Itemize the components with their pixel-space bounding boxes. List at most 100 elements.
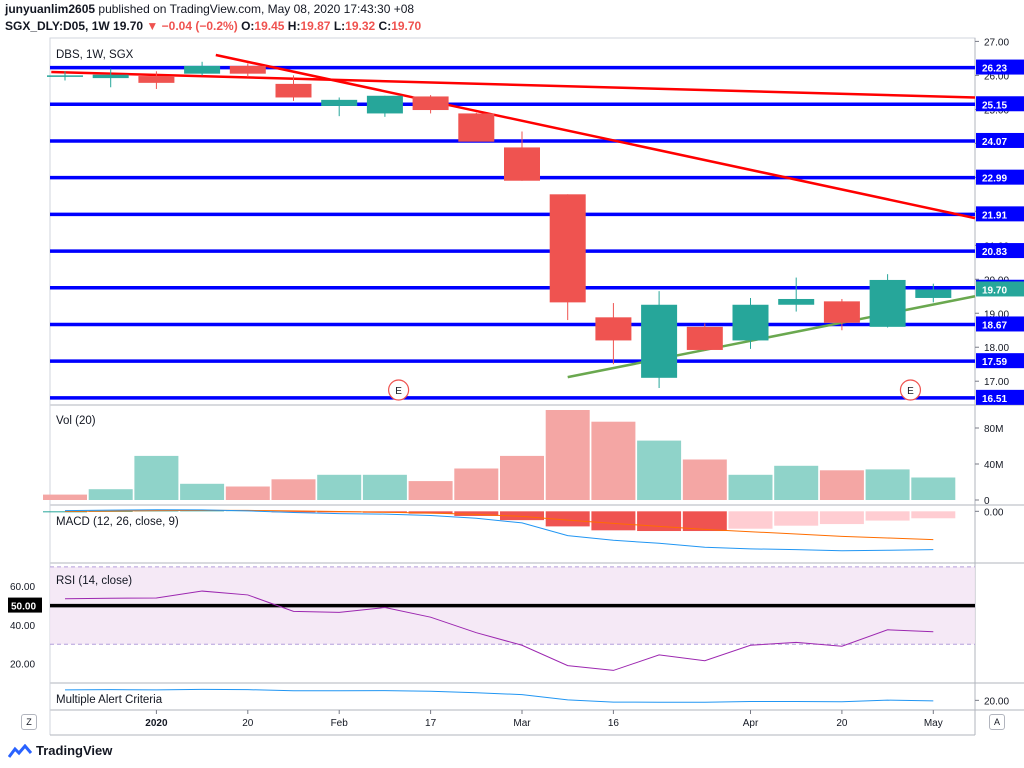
macd-histogram-bar[interactable] <box>865 511 910 521</box>
level-tag <box>976 96 1024 112</box>
macd-histogram-bar[interactable] <box>728 511 773 529</box>
macd-histogram-bar[interactable] <box>819 511 864 525</box>
publisher-line: junyuanlim2605 published on TradingView.… <box>5 2 414 16</box>
candle-body[interactable] <box>823 301 860 323</box>
volume-bar[interactable] <box>591 421 636 500</box>
volume-bar[interactable] <box>134 455 179 500</box>
price-tick-label: 26.00 <box>984 71 1009 82</box>
level-tag-label: 25.15 <box>982 100 1007 111</box>
candle-body[interactable] <box>366 95 403 114</box>
high-value: 19.87 <box>300 19 331 33</box>
close-value: 19.70 <box>391 19 422 33</box>
volume-bar[interactable] <box>408 481 453 500</box>
candle-body[interactable] <box>458 113 495 142</box>
earnings-marker[interactable] <box>899 379 922 401</box>
volume-tick-label: 40M <box>984 460 1003 471</box>
trend-line-downtrend-upper[interactable] <box>51 70 976 99</box>
publish-info: published on TradingView.com, May 08, 20… <box>98 2 415 16</box>
macd-histogram-bar[interactable] <box>682 511 727 532</box>
candle-body[interactable] <box>778 298 815 305</box>
volume-bar[interactable] <box>180 483 225 500</box>
macd-histogram-bar[interactable] <box>545 511 590 527</box>
tradingview-brand: TradingView <box>36 743 113 758</box>
candle-body[interactable] <box>641 304 678 378</box>
macd-histogram-bar[interactable] <box>271 511 316 513</box>
macd-histogram-bar[interactable] <box>43 511 87 513</box>
low-label: L: <box>333 19 346 33</box>
candle-body[interactable] <box>184 65 221 74</box>
author-name[interactable]: junyuanlim2605 <box>5 2 96 16</box>
macd-histogram-bar[interactable] <box>637 511 682 532</box>
time-tick-label: 20 <box>836 718 848 729</box>
candle-body[interactable] <box>732 304 769 341</box>
trend-line-uptrend-support[interactable] <box>567 295 976 379</box>
candle-body[interactable] <box>412 96 449 111</box>
price-tick-label: 27.00 <box>984 37 1009 48</box>
volume-bar[interactable] <box>317 474 362 500</box>
macd-line[interactable] <box>64 509 934 552</box>
time-tick-label: 20 <box>242 718 254 729</box>
time-tick-label: Apr <box>743 718 759 729</box>
macd-histogram-bar[interactable] <box>911 511 956 519</box>
candle-body[interactable] <box>47 75 83 77</box>
candle-body[interactable] <box>869 279 906 327</box>
candle-body[interactable] <box>321 99 358 106</box>
volume-bar[interactable] <box>819 470 864 500</box>
level-tag-label: 22.99 <box>982 174 1007 185</box>
volume-bar[interactable] <box>774 465 819 500</box>
tradingview-logo[interactable]: TradingView <box>8 743 112 758</box>
candle-body[interactable] <box>275 83 312 98</box>
macd-histogram-bar[interactable] <box>591 511 636 531</box>
macd-tick-label: 0.00 <box>984 507 1004 518</box>
volume-bar[interactable] <box>545 410 590 500</box>
trend-line-downtrend-steep[interactable] <box>215 53 976 220</box>
rsi-line[interactable] <box>64 590 934 671</box>
volume-bar[interactable] <box>454 468 499 501</box>
close-label: C: <box>378 19 392 33</box>
volume-bar[interactable] <box>88 489 133 500</box>
level-tag-label: 16.51 <box>982 394 1007 405</box>
candle-body[interactable] <box>915 289 952 298</box>
level-tag <box>976 353 1024 369</box>
last-price-tag-label: 19.70 <box>982 285 1007 296</box>
candle-body[interactable] <box>504 147 540 181</box>
candle-body[interactable] <box>595 317 632 341</box>
volume-bar[interactable] <box>911 477 956 501</box>
macd-histogram-bar[interactable] <box>774 511 819 526</box>
level-tag-label: 26.23 <box>982 64 1007 75</box>
alert-criteria-line[interactable] <box>64 688 934 703</box>
macd-histogram-bar[interactable] <box>500 511 544 521</box>
macd-histogram-bar[interactable] <box>454 511 499 516</box>
price-change: −0.04 (−0.2%) <box>161 19 238 33</box>
earnings-marker[interactable] <box>388 379 410 401</box>
ohlc-line: SGX_DLY:D05, 1W 19.70 ▼ −0.04 (−0.2%) O:… <box>5 19 421 33</box>
candle-body[interactable] <box>549 194 586 303</box>
candle-body[interactable] <box>229 65 266 74</box>
level-tag <box>976 316 1024 332</box>
candle-body[interactable] <box>92 74 129 79</box>
volume-bar[interactable] <box>682 459 727 501</box>
time-tick-label: 16 <box>608 718 620 729</box>
auto-scale-button[interactable]: A <box>989 714 1005 730</box>
volume-bar[interactable] <box>500 455 544 500</box>
price-tick-label: 19.00 <box>984 309 1009 320</box>
rsi-midline-tag <box>8 597 42 613</box>
chart-canvas[interactable]: 27.0026.0025.0024.0023.0022.0021.0020.00… <box>0 0 1024 740</box>
volume-bar[interactable] <box>225 486 270 501</box>
volume-bar[interactable] <box>271 479 316 500</box>
open-value: 19.45 <box>254 19 285 33</box>
volume-bar[interactable] <box>362 474 407 500</box>
symbol-label: SGX_DLY:D05, 1W <box>5 19 110 33</box>
candle-body[interactable] <box>686 326 723 350</box>
last-price-tag <box>976 281 1024 297</box>
volume-bar[interactable] <box>728 474 773 500</box>
time-tick-label: May <box>924 718 943 729</box>
volume-bar[interactable] <box>43 494 87 500</box>
macd-histogram-bar[interactable] <box>408 511 453 514</box>
level-tag <box>976 389 1024 405</box>
zoom-reset-button[interactable]: Z <box>21 714 37 730</box>
volume-bar[interactable] <box>637 440 682 500</box>
candle-body[interactable] <box>138 76 175 83</box>
level-tag-label: 20.83 <box>982 247 1007 258</box>
volume-bar[interactable] <box>865 469 910 500</box>
